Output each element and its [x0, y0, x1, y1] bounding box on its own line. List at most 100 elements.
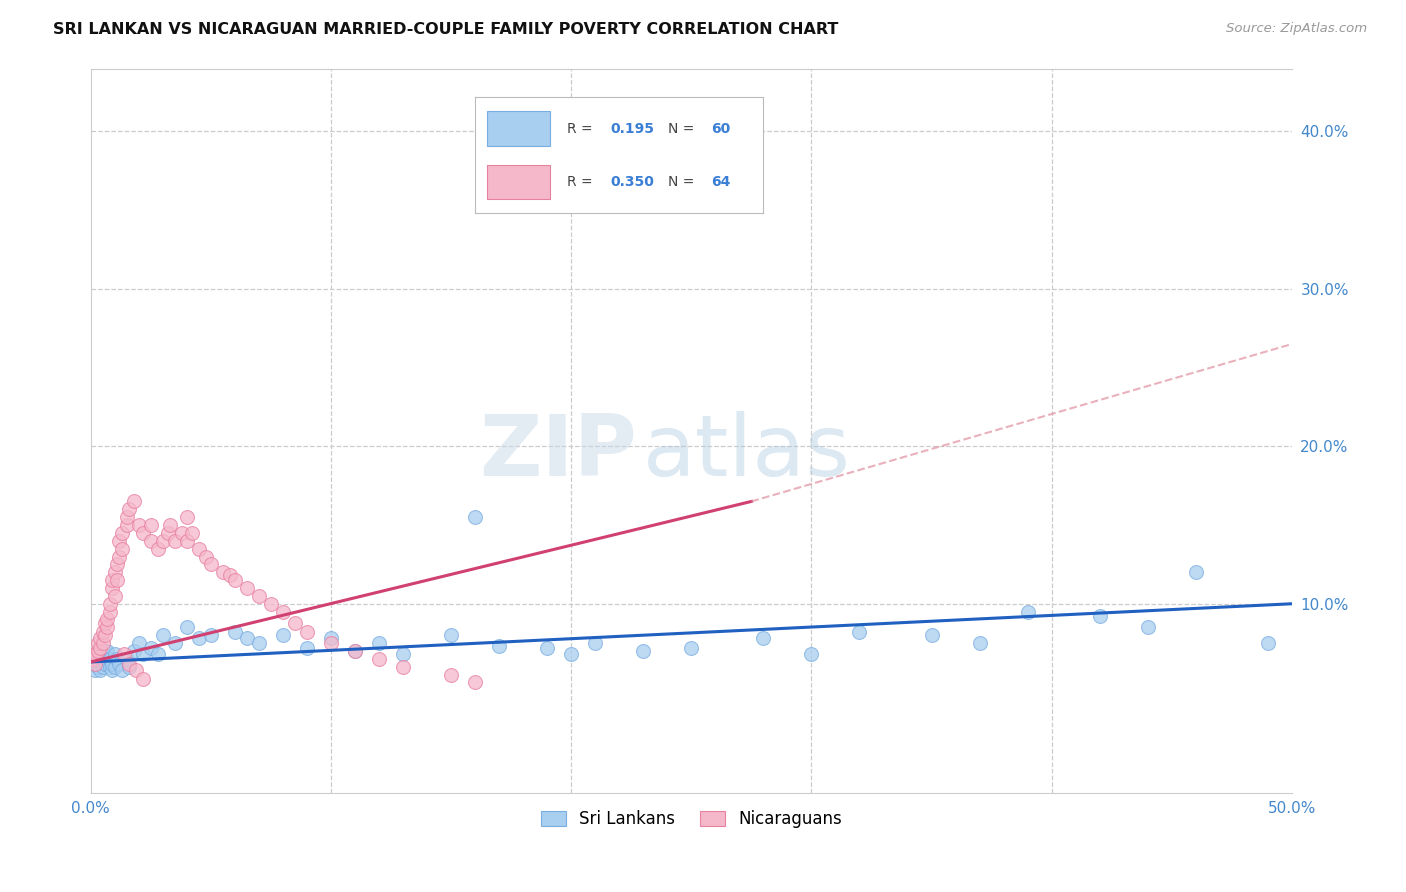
Point: [176, 620, 198, 634]
Point: [343, 644, 366, 658]
Point: [115, 510, 138, 524]
Point: [1185, 566, 1208, 580]
Point: [115, 518, 138, 533]
Point: [105, 573, 128, 587]
Point: [128, 636, 150, 650]
Point: [187, 541, 209, 556]
Point: [146, 541, 169, 556]
Point: [284, 615, 307, 630]
Point: [118, 657, 141, 671]
Point: [82, 657, 104, 671]
Point: [139, 640, 162, 655]
Point: [91, 659, 114, 673]
Point: [260, 597, 283, 611]
Point: [163, 636, 186, 650]
Point: [104, 589, 127, 603]
Point: [132, 525, 155, 540]
Point: [921, 628, 943, 642]
Point: [111, 541, 134, 556]
Point: [101, 573, 124, 587]
Point: [319, 636, 342, 650]
Point: [219, 568, 242, 582]
Point: [101, 657, 124, 671]
Point: [101, 581, 124, 595]
Point: [87, 636, 110, 650]
Point: [681, 640, 703, 655]
Point: [108, 533, 131, 548]
Point: [118, 659, 141, 673]
Point: [176, 510, 198, 524]
Point: [96, 652, 118, 666]
Legend: Sri Lankans, Nicaraguans: Sri Lankans, Nicaraguans: [534, 804, 849, 835]
Point: [108, 657, 131, 671]
Point: [464, 510, 486, 524]
Point: [271, 628, 294, 642]
Point: [969, 636, 991, 650]
Point: [560, 647, 582, 661]
Point: [139, 533, 162, 548]
Point: [118, 502, 141, 516]
Point: [82, 652, 104, 666]
Point: [247, 589, 270, 603]
Point: [89, 632, 111, 646]
Point: [211, 566, 233, 580]
Point: [96, 620, 118, 634]
Point: [392, 659, 415, 673]
Point: [368, 636, 391, 650]
Point: [1257, 636, 1279, 650]
Point: [111, 525, 134, 540]
Point: [115, 652, 138, 666]
Point: [112, 647, 135, 661]
Point: [91, 625, 114, 640]
Point: [94, 628, 117, 642]
Point: [224, 573, 246, 587]
Point: [105, 558, 128, 572]
Point: [98, 605, 121, 619]
Point: [200, 628, 222, 642]
Point: [392, 647, 415, 661]
Point: [536, 640, 558, 655]
Point: [800, 647, 823, 661]
Point: [236, 581, 259, 595]
Point: [319, 632, 342, 646]
Point: [84, 657, 107, 671]
Point: [122, 644, 145, 658]
Point: [139, 518, 162, 533]
Point: [89, 640, 111, 655]
Point: [187, 632, 209, 646]
Point: [94, 644, 117, 658]
Point: [84, 647, 107, 661]
Point: [104, 566, 127, 580]
Point: [488, 639, 510, 653]
Point: [128, 518, 150, 533]
Point: [108, 549, 131, 564]
Point: [295, 625, 318, 640]
Point: [111, 663, 134, 677]
Point: [94, 657, 117, 671]
Point: [583, 636, 606, 650]
Point: [96, 644, 118, 658]
Point: [89, 647, 111, 661]
Point: [132, 647, 155, 661]
Point: [224, 625, 246, 640]
Point: [132, 673, 155, 687]
Point: [848, 625, 870, 640]
Point: [180, 525, 202, 540]
Point: [343, 644, 366, 658]
Point: [98, 659, 121, 673]
Text: ZIP: ZIP: [479, 411, 637, 494]
Point: [464, 675, 486, 690]
Point: [125, 663, 148, 677]
Point: [633, 644, 655, 658]
Point: [368, 652, 391, 666]
Point: [159, 518, 181, 533]
Point: [440, 667, 463, 681]
Point: [752, 632, 775, 646]
Point: [440, 628, 463, 642]
Point: [271, 605, 294, 619]
Text: Source: ZipAtlas.com: Source: ZipAtlas.com: [1226, 22, 1367, 36]
Point: [295, 640, 318, 655]
Text: atlas: atlas: [644, 411, 851, 494]
Point: [104, 647, 127, 661]
Point: [156, 525, 179, 540]
